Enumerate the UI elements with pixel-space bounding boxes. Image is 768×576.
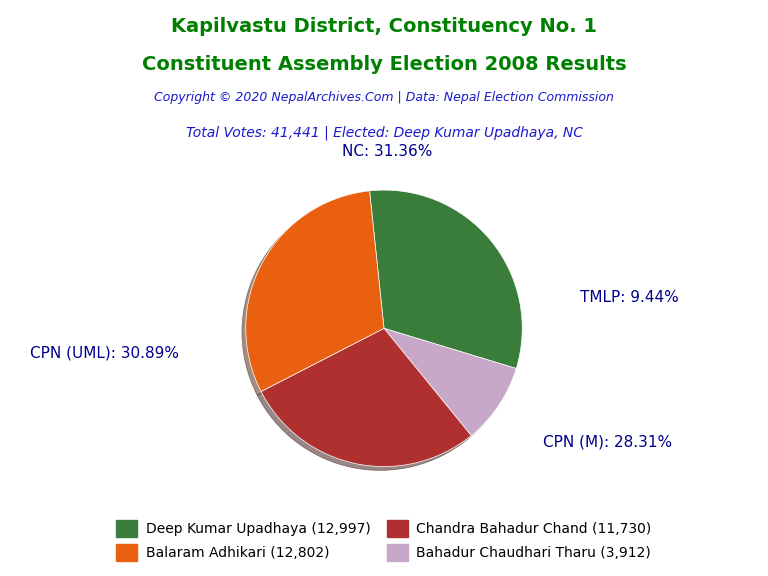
Wedge shape [369, 190, 522, 369]
Text: NC: 31.36%: NC: 31.36% [342, 144, 432, 159]
Text: CPN (M): 28.31%: CPN (M): 28.31% [543, 434, 672, 449]
Wedge shape [246, 191, 384, 392]
Legend: Deep Kumar Upadhaya (12,997), Balaram Adhikari (12,802), Chandra Bahadur Chand (: Deep Kumar Upadhaya (12,997), Balaram Ad… [111, 514, 657, 566]
Text: Copyright © 2020 NepalArchives.Com | Data: Nepal Election Commission: Copyright © 2020 NepalArchives.Com | Dat… [154, 91, 614, 104]
Text: TMLP: 9.44%: TMLP: 9.44% [581, 290, 679, 305]
Text: Constituent Assembly Election 2008 Results: Constituent Assembly Election 2008 Resul… [141, 55, 627, 74]
Text: Total Votes: 41,441 | Elected: Deep Kumar Upadhaya, NC: Total Votes: 41,441 | Elected: Deep Kuma… [186, 126, 582, 140]
Wedge shape [384, 328, 516, 435]
Wedge shape [261, 328, 472, 467]
Text: CPN (UML): 30.89%: CPN (UML): 30.89% [31, 346, 180, 361]
Text: Kapilvastu District, Constituency No. 1: Kapilvastu District, Constituency No. 1 [171, 17, 597, 36]
